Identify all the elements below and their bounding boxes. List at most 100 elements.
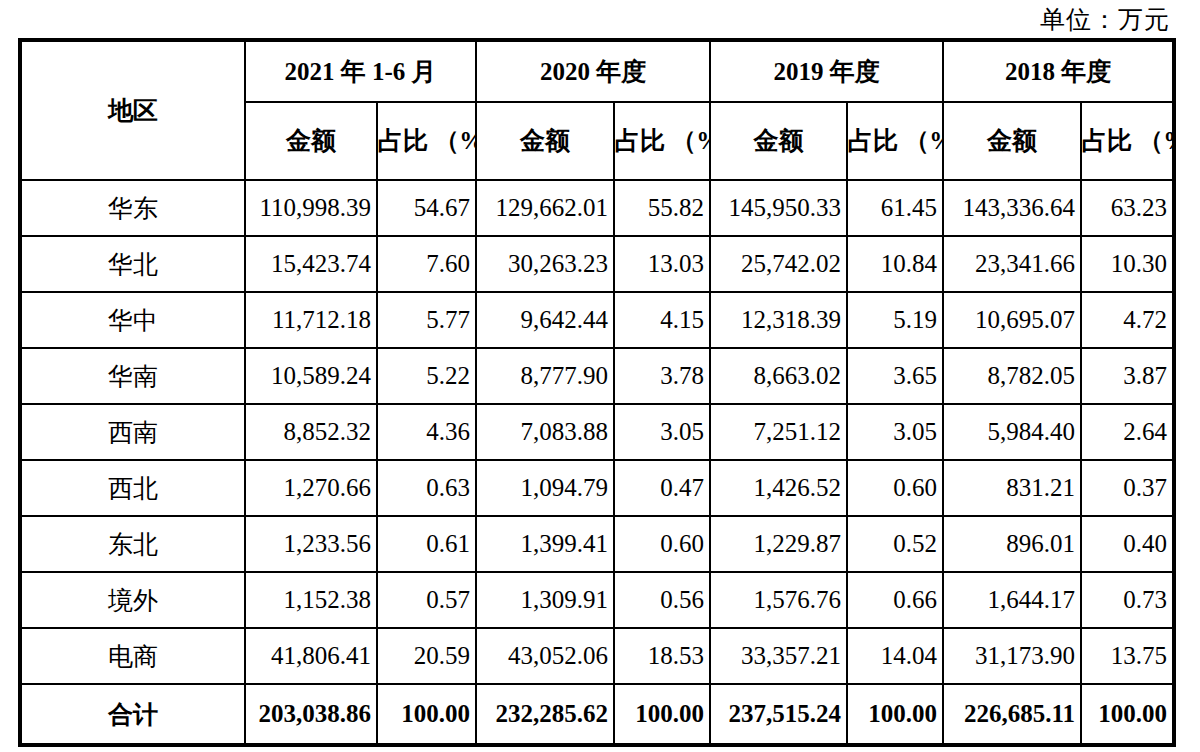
amount-value: 8,782.05: [943, 348, 1081, 404]
ratio-value: 55.82: [614, 180, 710, 236]
ratio-value: 4.36: [377, 404, 476, 460]
amount-value: 10,589.24: [245, 348, 377, 404]
amount-value: 7,251.12: [710, 404, 847, 460]
ratio-header-2020: 占比 （%）: [614, 102, 710, 180]
region-column-header: 地区: [20, 40, 245, 180]
ratio-value: 0.52: [847, 516, 943, 572]
period-header-row: 地区 2021 年 1-6 月 2020 年度 2019 年度 2018 年度: [20, 40, 1174, 102]
amount-value: 1,229.87: [710, 516, 847, 572]
period-header-2018: 2018 年度: [943, 40, 1174, 102]
ratio-value: 14.04: [847, 628, 943, 684]
table-row-jingwai: 境外 1,152.38 0.57 1,309.91 0.56 1,576.76 …: [20, 572, 1174, 628]
amount-header-2018: 金额: [943, 102, 1081, 180]
period-header-2020: 2020 年度: [476, 40, 710, 102]
amount-header-2021: 金额: [245, 102, 377, 180]
amount-value: 896.01: [943, 516, 1081, 572]
amount-value: 15,423.74: [245, 236, 377, 292]
total-amount-value: 203,038.86: [245, 684, 377, 745]
total-ratio-value: 100.00: [1081, 684, 1174, 745]
ratio-header-2018: 占比 （%）: [1081, 102, 1174, 180]
ratio-value: 18.53: [614, 628, 710, 684]
total-ratio-value: 100.00: [614, 684, 710, 745]
amount-value: 129,662.01: [476, 180, 614, 236]
amount-value: 1,309.91: [476, 572, 614, 628]
ratio-value: 2.64: [1081, 404, 1174, 460]
amount-value: 1,399.41: [476, 516, 614, 572]
amount-value: 1,576.76: [710, 572, 847, 628]
amount-value: 1,233.56: [245, 516, 377, 572]
ratio-value: 0.37: [1081, 460, 1174, 516]
amount-value: 110,998.39: [245, 180, 377, 236]
ratio-value: 54.67: [377, 180, 476, 236]
amount-value: 25,742.02: [710, 236, 847, 292]
total-amount-value: 226,685.11: [943, 684, 1081, 745]
amount-value: 831.21: [943, 460, 1081, 516]
region-label: 西北: [20, 460, 245, 516]
amount-value: 43,052.06: [476, 628, 614, 684]
region-label: 华中: [20, 292, 245, 348]
amount-value: 8,663.02: [710, 348, 847, 404]
ratio-value: 7.60: [377, 236, 476, 292]
amount-value: 8,852.32: [245, 404, 377, 460]
region-label: 境外: [20, 572, 245, 628]
amount-header-2020: 金额: [476, 102, 614, 180]
amount-value: 143,336.64: [943, 180, 1081, 236]
ratio-value: 5.22: [377, 348, 476, 404]
amount-value: 8,777.90: [476, 348, 614, 404]
table-row-dianshang: 电商 41,806.41 20.59 43,052.06 18.53 33,35…: [20, 628, 1174, 684]
ratio-value: 5.77: [377, 292, 476, 348]
ratio-value: 0.73: [1081, 572, 1174, 628]
amount-value: 9,642.44: [476, 292, 614, 348]
table-row-huadong: 华东 110,998.39 54.67 129,662.01 55.82 145…: [20, 180, 1174, 236]
ratio-value: 0.40: [1081, 516, 1174, 572]
region-label: 华东: [20, 180, 245, 236]
total-ratio-value: 100.00: [377, 684, 476, 745]
region-label: 东北: [20, 516, 245, 572]
ratio-value: 3.05: [614, 404, 710, 460]
amount-value: 12,318.39: [710, 292, 847, 348]
table-row-total: 合计 203,038.86 100.00 232,285.62 100.00 2…: [20, 684, 1174, 745]
amount-value: 145,950.33: [710, 180, 847, 236]
region-label: 华北: [20, 236, 245, 292]
amount-value: 7,083.88: [476, 404, 614, 460]
amount-value: 1,270.66: [245, 460, 377, 516]
ratio-value: 0.56: [614, 572, 710, 628]
amount-value: 31,173.90: [943, 628, 1081, 684]
unit-label: 单位：万元: [0, 4, 1200, 38]
amount-value: 41,806.41: [245, 628, 377, 684]
ratio-value: 63.23: [1081, 180, 1174, 236]
amount-value: 1,426.52: [710, 460, 847, 516]
amount-value: 11,712.18: [245, 292, 377, 348]
ratio-value: 0.63: [377, 460, 476, 516]
ratio-value: 0.60: [614, 516, 710, 572]
total-label: 合计: [20, 684, 245, 745]
period-header-2019: 2019 年度: [710, 40, 943, 102]
ratio-value: 3.78: [614, 348, 710, 404]
document-page: 单位：万元 地区 2021 年 1-6 月 2020 年度 2019 年度 20…: [0, 0, 1200, 752]
amount-value: 1,094.79: [476, 460, 614, 516]
amount-value: 10,695.07: [943, 292, 1081, 348]
ratio-value: 0.66: [847, 572, 943, 628]
ratio-value: 3.87: [1081, 348, 1174, 404]
amount-value: 33,357.21: [710, 628, 847, 684]
ratio-value: 0.47: [614, 460, 710, 516]
ratio-value: 20.59: [377, 628, 476, 684]
table-row-huazhong: 华中 11,712.18 5.77 9,642.44 4.15 12,318.3…: [20, 292, 1174, 348]
ratio-value: 4.15: [614, 292, 710, 348]
ratio-value: 3.05: [847, 404, 943, 460]
region-label: 电商: [20, 628, 245, 684]
total-ratio-value: 100.00: [847, 684, 943, 745]
amount-value: 1,152.38: [245, 572, 377, 628]
ratio-header-2021: 占比 （%）: [377, 102, 476, 180]
total-amount-value: 237,515.24: [710, 684, 847, 745]
amount-value: 5,984.40: [943, 404, 1081, 460]
region-label: 华南: [20, 348, 245, 404]
amount-value: 1,644.17: [943, 572, 1081, 628]
period-header-2021: 2021 年 1-6 月: [245, 40, 476, 102]
ratio-value: 0.61: [377, 516, 476, 572]
table-row-dongbei: 东北 1,233.56 0.61 1,399.41 0.60 1,229.87 …: [20, 516, 1174, 572]
ratio-value: 4.72: [1081, 292, 1174, 348]
ratio-value: 0.57: [377, 572, 476, 628]
ratio-value: 3.65: [847, 348, 943, 404]
ratio-value: 0.60: [847, 460, 943, 516]
